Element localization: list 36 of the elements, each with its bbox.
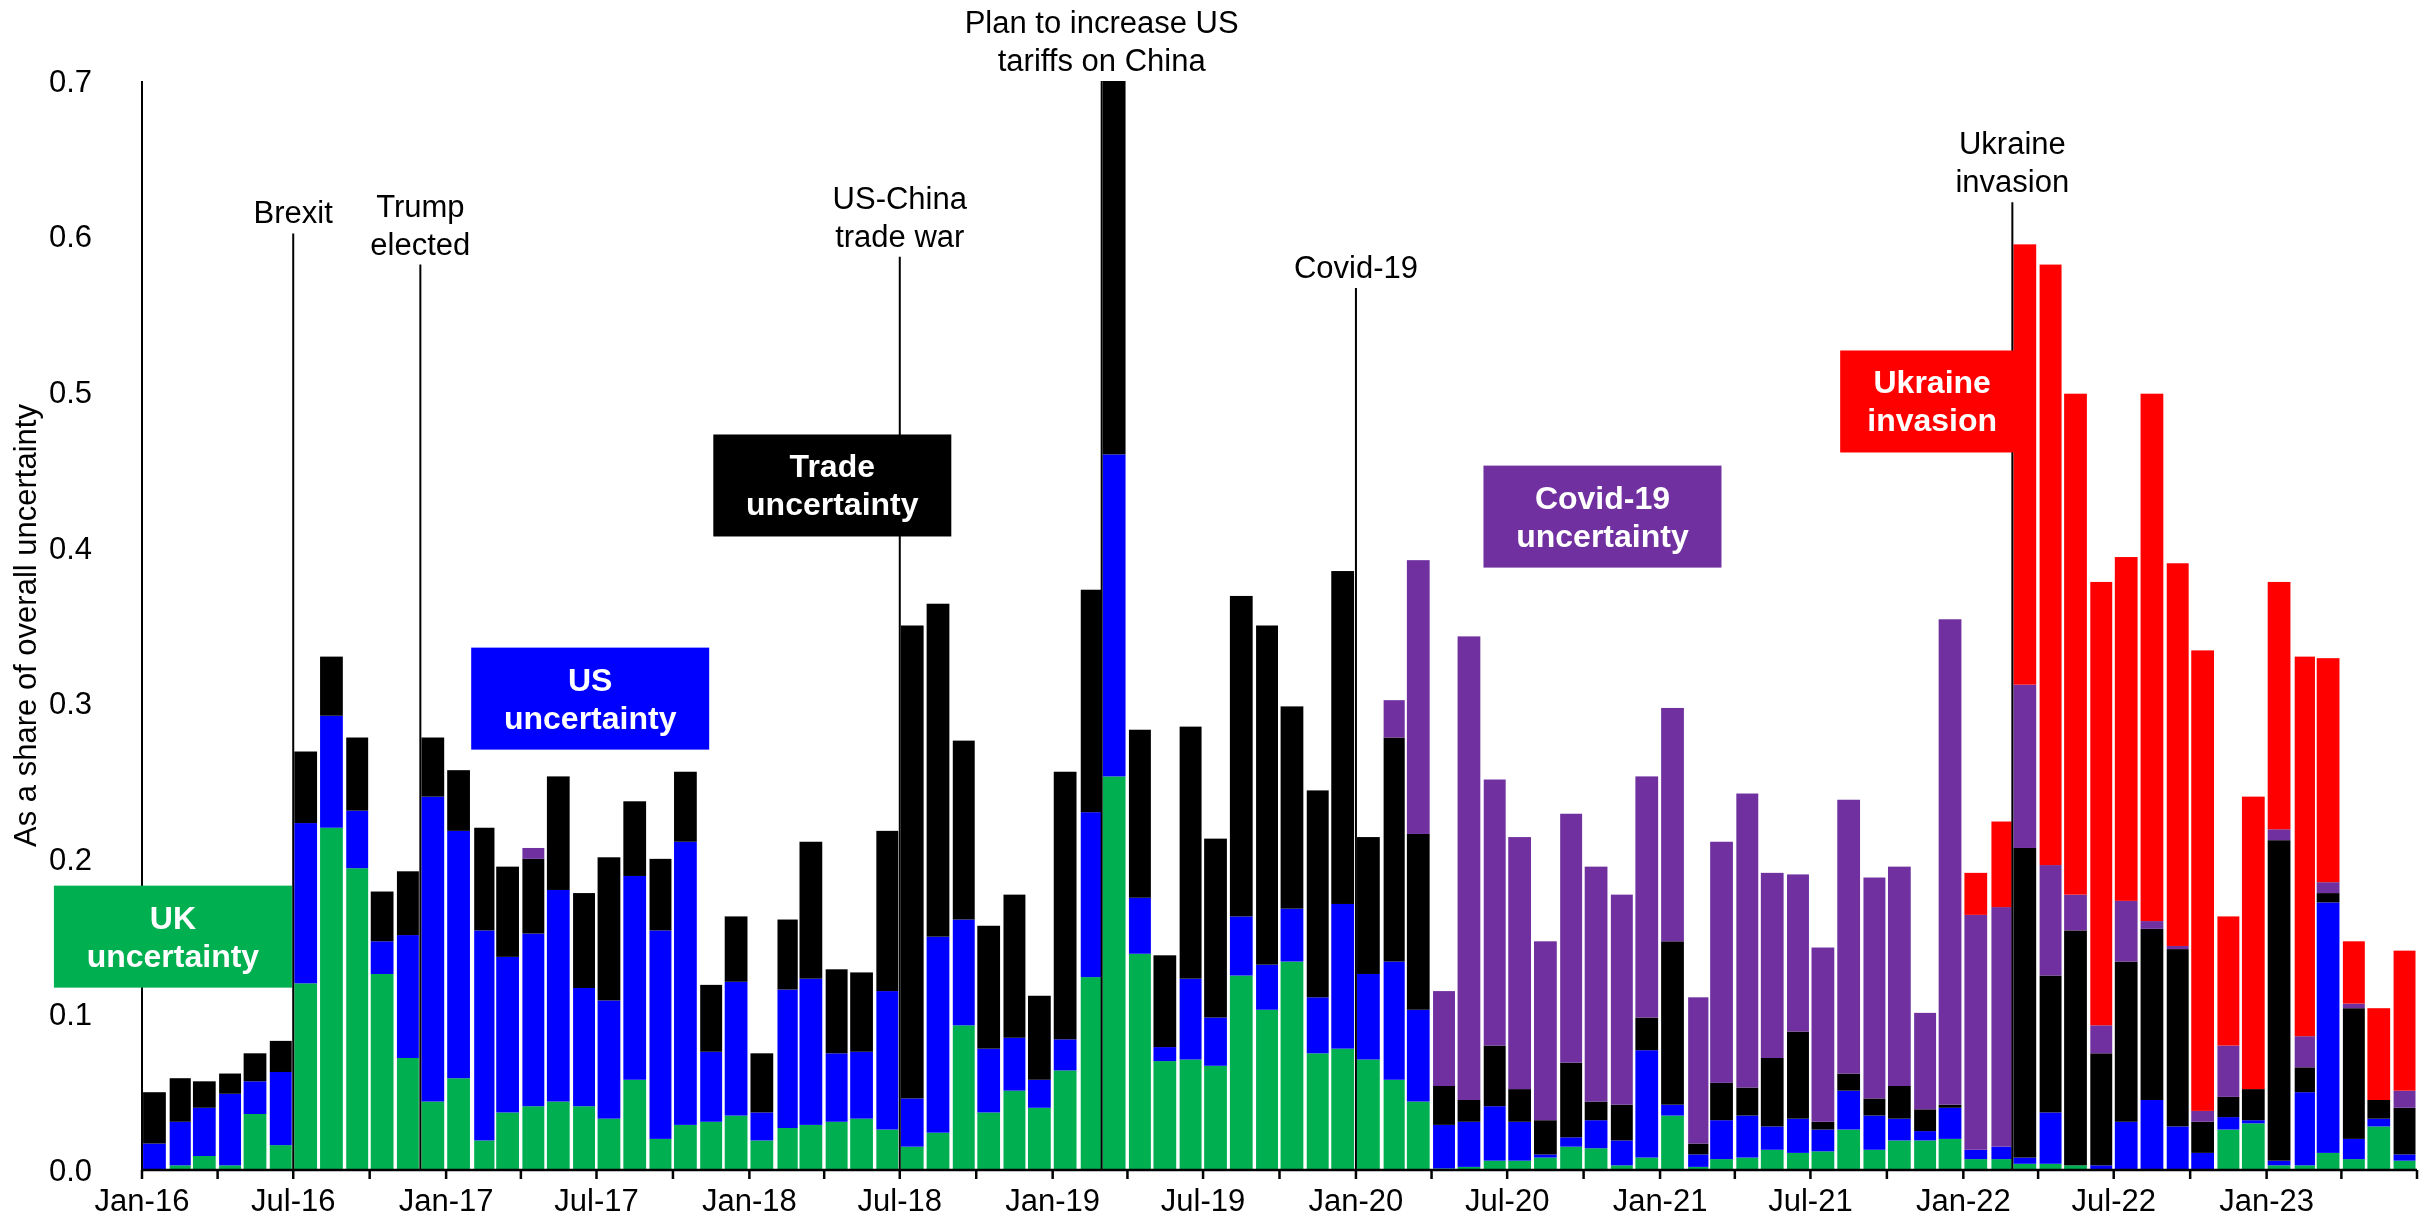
- x-tick-label: Jul-22: [2071, 1183, 2156, 1218]
- x-tick-label: Jan-16: [94, 1183, 190, 1218]
- y-tick-label: 0.0: [48, 1152, 92, 1188]
- x-tick-label: Jan-18: [701, 1183, 797, 1218]
- x-tick-label: Jan-19: [1005, 1183, 1101, 1218]
- ref-line-label: Plan to increase US tariffs on China: [964, 5, 1239, 78]
- y-tick-label: 0.1: [48, 997, 92, 1033]
- x-tick-label: Jan-22: [1915, 1183, 2011, 1218]
- y-tick-label: 0.6: [48, 219, 92, 255]
- x-tick-label: Jul-20: [1464, 1183, 1550, 1218]
- y-tick-label: 0.7: [48, 63, 92, 99]
- ref-line-label: Trump elected: [370, 188, 471, 262]
- name-tag: Covid-19 uncertainty: [1483, 465, 1722, 568]
- x-tick-label: Jul-17: [554, 1183, 639, 1218]
- x-tick-label: Jul-16: [251, 1183, 336, 1218]
- x-tick-label: Jul-19: [1160, 1183, 1246, 1218]
- name-tag: Trade uncertainty: [713, 434, 952, 537]
- name-tag: US uncertainty: [471, 647, 710, 750]
- y-tick-label: 0.2: [48, 841, 92, 877]
- x-tick-label: Jan-17: [398, 1183, 494, 1218]
- y-tick-label: 0.5: [48, 374, 92, 410]
- ref-line-label: Covid-19: [1293, 249, 1418, 285]
- x-tick-label: Jul-21: [1768, 1183, 1853, 1218]
- name-tag: UK uncertainty: [53, 885, 292, 988]
- y-tick-label: 0.3: [48, 686, 92, 722]
- x-tick-label: Jan-21: [1612, 1183, 1708, 1218]
- x-tick-label: Jan-23: [2219, 1183, 2315, 1218]
- y-tick-label: 0.4: [48, 530, 92, 566]
- x-tick-label: Jul-18: [857, 1183, 942, 1218]
- series-label: Ukraine invasion: [1867, 364, 1998, 439]
- ref-line-label: Ukraine invasion: [1955, 126, 2070, 200]
- series-label: UK uncertainty: [86, 899, 260, 974]
- y-axis-title: As a share of overall uncertainty: [8, 403, 43, 847]
- x-tick-label: Jan-20: [1308, 1183, 1404, 1218]
- ref-line-label: US-China trade war: [832, 180, 968, 254]
- ref-line-label: Brexit: [253, 195, 334, 231]
